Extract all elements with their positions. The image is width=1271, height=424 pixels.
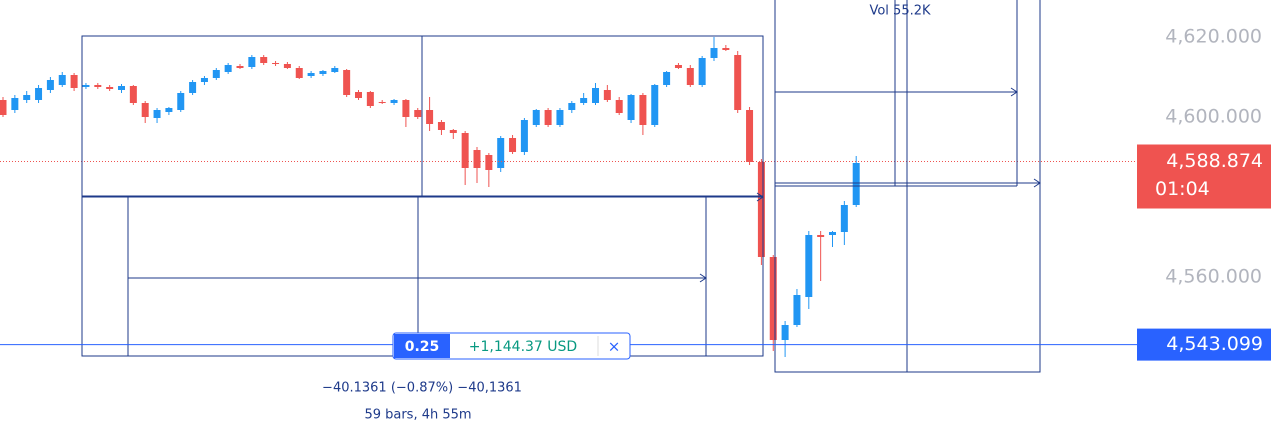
- candle-body: [11, 98, 19, 110]
- candle-body: [402, 100, 410, 117]
- candle-body: [35, 88, 43, 100]
- drawing-arrow: [82, 192, 764, 202]
- candle-body: [390, 100, 398, 103]
- cursor-price-label: 4,543.099: [1166, 333, 1263, 355]
- candle-body: [212, 70, 220, 78]
- candle-body: [781, 325, 789, 340]
- candle-body: [592, 88, 599, 103]
- candle-body: [615, 100, 623, 113]
- candle-body: [426, 110, 434, 124]
- candle-body: [307, 73, 315, 76]
- candle-body: [698, 58, 706, 85]
- candle-body: [449, 130, 457, 133]
- candle-body: [118, 86, 125, 90]
- position-ratio: 0.25: [405, 339, 440, 355]
- candle-body: [0, 100, 7, 115]
- y-tick-label: 4,600.000: [1165, 106, 1262, 128]
- position-box[interactable]: [392, 332, 631, 360]
- candle-body: [248, 57, 256, 67]
- candle-body: [674, 65, 682, 68]
- candle-body: [366, 92, 374, 106]
- drawings: Vol 55.2K −40.1361 (−0.87%) −40,1361 59 …: [81, 0, 1041, 423]
- candle-body: [283, 64, 291, 68]
- candle-body: [378, 102, 386, 103]
- position-pnl: +1,144.37 USD: [469, 339, 577, 355]
- y-tick-label: 4,560.000: [1165, 266, 1262, 288]
- date-range-box[interactable]: [81, 195, 764, 357]
- position-ratio-bg: [394, 334, 450, 358]
- candle-body: [757, 162, 765, 257]
- last-price-label: 4,588.874: [1166, 150, 1263, 172]
- candle-body: [603, 90, 611, 100]
- candle-body: [722, 48, 730, 50]
- candle-body: [141, 103, 149, 117]
- candle-body: [532, 110, 540, 125]
- candle-body: [556, 110, 564, 125]
- volume-label: Vol 55.2K: [869, 4, 931, 19]
- candle-body: [129, 86, 137, 103]
- candle-body: [236, 66, 244, 68]
- candle-body: [165, 108, 173, 112]
- candle-body: [568, 103, 576, 110]
- candle-body: [106, 87, 114, 89]
- candle-body: [485, 155, 493, 170]
- candle-body: [189, 82, 197, 93]
- candle-body: [46, 80, 54, 90]
- candle-body: [663, 72, 671, 85]
- drawing-arrow: [128, 273, 707, 283]
- candle-body: [651, 85, 659, 125]
- candle-body: [200, 78, 208, 82]
- candle-body: [817, 235, 825, 237]
- candle-body: [461, 133, 469, 168]
- candle-body: [520, 120, 528, 152]
- candle-body: [793, 295, 801, 325]
- candle-body: [734, 55, 742, 110]
- candle-body: [639, 95, 647, 125]
- candle-body: [177, 93, 185, 110]
- candle-body: [23, 95, 31, 100]
- last-price-box: [1137, 144, 1271, 209]
- candle-body: [805, 235, 813, 297]
- candle-body: [769, 257, 777, 340]
- candle-body: [544, 110, 552, 125]
- candle-body: [437, 122, 445, 130]
- candle-body: [840, 205, 848, 232]
- position-tool[interactable]: 0.25 +1,144.37 USD ×: [392, 332, 631, 360]
- candle-body: [331, 68, 339, 72]
- candle-body: [355, 92, 362, 98]
- cursor-price-box: [1137, 328, 1271, 361]
- candle-body: [82, 85, 90, 87]
- y-tick-label: 4,620.000: [1165, 26, 1262, 48]
- candle-body: [153, 110, 161, 118]
- candle-body: [260, 57, 268, 63]
- countdown-label: 01:04: [1155, 178, 1210, 200]
- candle-body: [272, 63, 280, 64]
- candle-body: [295, 68, 303, 78]
- drawing-arrow: [775, 178, 1041, 188]
- candle-body: [710, 48, 718, 58]
- candle-body: [224, 65, 232, 72]
- candle-body: [852, 163, 860, 205]
- candle-body: [497, 138, 505, 168]
- change-label: −40.1361 (−0.87%) −40,1361: [322, 381, 522, 396]
- candle-body: [343, 70, 351, 95]
- candle-body: [686, 68, 694, 85]
- candle-body: [473, 150, 481, 168]
- candle-body: [319, 71, 327, 74]
- candle-body: [746, 110, 754, 162]
- candle-body: [580, 98, 588, 103]
- drawing-arrow: [775, 87, 1018, 97]
- candle-body: [58, 75, 66, 85]
- candle-body: [509, 138, 517, 152]
- candle-body: [414, 110, 422, 117]
- position-close[interactable]: ×: [608, 338, 621, 356]
- candle-body: [829, 232, 836, 235]
- range-label: 59 bars, 4h 55m: [364, 408, 471, 423]
- candle-body: [94, 85, 102, 87]
- candle-body: [70, 75, 78, 88]
- candles: [0, 37, 860, 357]
- candle-body: [627, 95, 635, 120]
